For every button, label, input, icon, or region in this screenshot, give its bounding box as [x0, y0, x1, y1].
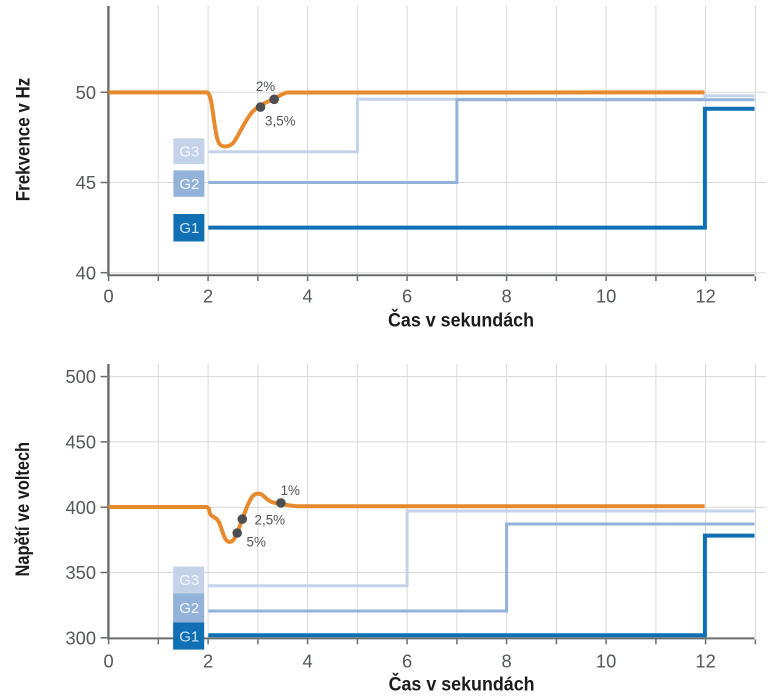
svg-text:G1: G1 — [179, 628, 199, 645]
svg-text:8: 8 — [502, 651, 512, 672]
svg-text:10: 10 — [596, 651, 616, 672]
svg-text:G2: G2 — [179, 176, 199, 193]
svg-text:500: 500 — [65, 366, 96, 387]
svg-text:8: 8 — [502, 285, 512, 306]
svg-text:0: 0 — [104, 285, 114, 306]
svg-text:6: 6 — [402, 651, 412, 672]
svg-text:12: 12 — [695, 651, 715, 672]
svg-text:G2: G2 — [179, 600, 199, 617]
svg-text:Čas v sekundách: Čas v sekundách — [388, 310, 534, 332]
svg-text:4: 4 — [303, 285, 313, 306]
svg-text:5%: 5% — [247, 535, 266, 550]
svg-text:Frekvence v Hz: Frekvence v Hz — [13, 78, 34, 201]
svg-text:400: 400 — [65, 497, 96, 518]
svg-text:Napětí ve voltech: Napětí ve voltech — [13, 442, 34, 577]
svg-text:2%: 2% — [256, 79, 275, 94]
svg-text:4: 4 — [303, 651, 313, 672]
svg-text:0: 0 — [104, 651, 114, 672]
svg-text:2,5%: 2,5% — [255, 513, 286, 528]
svg-text:G3: G3 — [179, 572, 199, 589]
svg-text:50: 50 — [76, 82, 96, 103]
svg-text:Čas v sekundách: Čas v sekundách — [389, 674, 535, 696]
svg-text:40: 40 — [76, 262, 96, 283]
svg-text:300: 300 — [65, 627, 96, 648]
svg-text:G3: G3 — [179, 144, 199, 161]
svg-text:2: 2 — [203, 285, 213, 306]
svg-text:G1: G1 — [179, 220, 199, 237]
svg-text:450: 450 — [65, 432, 96, 453]
svg-text:45: 45 — [76, 172, 96, 193]
svg-text:10: 10 — [596, 285, 616, 306]
svg-text:3,5%: 3,5% — [265, 113, 296, 128]
svg-text:6: 6 — [402, 285, 412, 306]
svg-text:1%: 1% — [281, 483, 300, 498]
svg-text:2: 2 — [203, 651, 213, 672]
svg-text:12: 12 — [695, 285, 715, 306]
svg-text:350: 350 — [65, 562, 96, 583]
